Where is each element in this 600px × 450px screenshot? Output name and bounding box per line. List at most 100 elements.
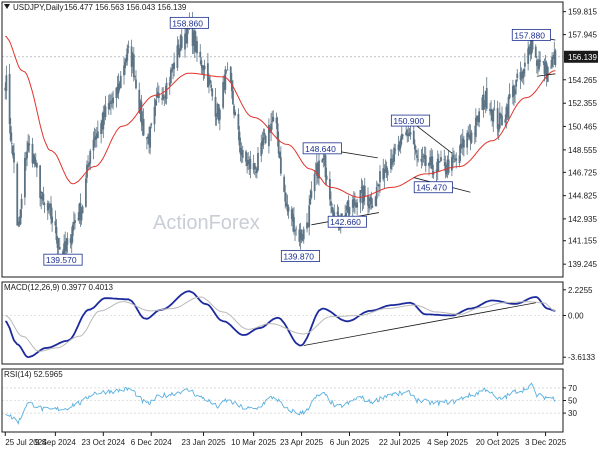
candle-body bbox=[4, 87, 7, 91]
candle-body bbox=[361, 186, 364, 204]
candle-body bbox=[35, 162, 38, 168]
candle-body bbox=[96, 131, 99, 139]
candle-body bbox=[505, 106, 508, 120]
candle-body bbox=[542, 61, 545, 63]
x-tick-label: 3 Dec 2025 bbox=[525, 438, 566, 447]
candle-body bbox=[111, 100, 113, 102]
candle-body bbox=[199, 51, 202, 58]
candle-body bbox=[530, 40, 533, 55]
candle-body bbox=[194, 41, 197, 51]
candle-body bbox=[492, 110, 495, 122]
candle-body bbox=[367, 195, 369, 206]
current-price-marker: 156.139 bbox=[564, 50, 598, 63]
candle-body bbox=[149, 126, 152, 148]
candle-body bbox=[521, 71, 524, 79]
candle-body bbox=[262, 137, 265, 145]
price-tick-label: 148.555 bbox=[568, 146, 597, 155]
candle-body bbox=[493, 109, 496, 111]
candle-body bbox=[478, 111, 481, 123]
candle-body bbox=[523, 62, 526, 67]
candle-body bbox=[385, 166, 388, 173]
rsi-line bbox=[5, 382, 556, 425]
price-tick-label: 146.725 bbox=[568, 168, 597, 177]
candle-body bbox=[271, 121, 274, 123]
candle-body bbox=[362, 188, 365, 202]
candle-body bbox=[392, 161, 394, 163]
candle-body bbox=[534, 46, 537, 58]
candle-body bbox=[314, 172, 317, 174]
x-tick-label: 20 Oct 2025 bbox=[476, 438, 520, 447]
annotation-label: 145.470 bbox=[416, 183, 447, 193]
candle-body bbox=[356, 202, 359, 208]
candle-body bbox=[331, 207, 333, 213]
candle-body bbox=[176, 45, 179, 68]
moving-average-line bbox=[5, 35, 556, 198]
candle-body bbox=[498, 112, 501, 128]
candle-body bbox=[261, 141, 264, 147]
candle-body bbox=[145, 137, 148, 139]
candle-body bbox=[347, 200, 350, 214]
candle-body bbox=[535, 60, 538, 66]
candle-body bbox=[538, 59, 540, 70]
candle-body bbox=[80, 210, 83, 221]
candle-body bbox=[330, 201, 332, 206]
annotation-label: 158.860 bbox=[172, 18, 203, 28]
candle-body bbox=[515, 79, 518, 87]
candle-body bbox=[325, 175, 328, 180]
candle-body bbox=[300, 229, 303, 241]
candle-body bbox=[164, 96, 167, 98]
candle-body bbox=[180, 36, 183, 48]
candle-body bbox=[406, 130, 409, 133]
candle-body bbox=[491, 109, 494, 121]
candle-body bbox=[161, 98, 164, 100]
candle-body bbox=[216, 103, 219, 118]
annotation-box bbox=[390, 114, 431, 127]
watermark-group: ActionForex bbox=[153, 212, 260, 234]
candle-body bbox=[386, 170, 389, 176]
candle-body bbox=[306, 222, 308, 229]
candle-body bbox=[215, 117, 218, 120]
candle-body bbox=[246, 159, 248, 166]
candle-body bbox=[41, 191, 44, 194]
header: USDJPY,Daily 156.477 156.563 156.043 156… bbox=[4, 3, 187, 12]
candle-body bbox=[108, 101, 111, 103]
candle-body bbox=[483, 104, 486, 108]
candle-body bbox=[543, 62, 546, 74]
candle-body bbox=[69, 238, 72, 243]
candle-body bbox=[34, 159, 37, 166]
candle-body bbox=[124, 62, 126, 69]
candle-body bbox=[171, 68, 173, 72]
candle-body bbox=[148, 134, 150, 145]
candle-body bbox=[245, 151, 247, 162]
candle-body bbox=[65, 244, 68, 252]
candle-body bbox=[116, 86, 119, 95]
candle-body bbox=[298, 229, 301, 242]
candle-body bbox=[452, 154, 454, 160]
candle-body bbox=[501, 115, 503, 126]
candle-body bbox=[72, 221, 75, 225]
candle-body bbox=[447, 159, 450, 174]
candle-body bbox=[138, 89, 141, 112]
candle-body bbox=[455, 158, 458, 161]
candle-body bbox=[368, 204, 371, 209]
candle-body bbox=[379, 171, 381, 183]
candle-body bbox=[11, 145, 14, 156]
candle-body bbox=[545, 63, 548, 80]
annotation-label: 157.880 bbox=[514, 30, 545, 40]
candle-body bbox=[125, 58, 128, 63]
candle-body bbox=[354, 202, 356, 206]
candle-body bbox=[459, 144, 462, 154]
ohlc-values: 156.477 156.563 156.043 156.139 bbox=[64, 3, 187, 12]
candle-body bbox=[196, 41, 198, 54]
annotation-box bbox=[169, 16, 209, 29]
candle-body bbox=[506, 107, 509, 116]
candle-body bbox=[64, 241, 67, 250]
candle-body bbox=[55, 226, 58, 240]
candle-body bbox=[257, 152, 259, 171]
price-annotation: 158.860 bbox=[169, 16, 209, 29]
price-tick-label: 144.825 bbox=[568, 192, 597, 201]
candle-body bbox=[210, 84, 213, 88]
candle-body bbox=[460, 143, 463, 148]
candle-body bbox=[399, 138, 402, 148]
candle-body bbox=[431, 156, 434, 170]
